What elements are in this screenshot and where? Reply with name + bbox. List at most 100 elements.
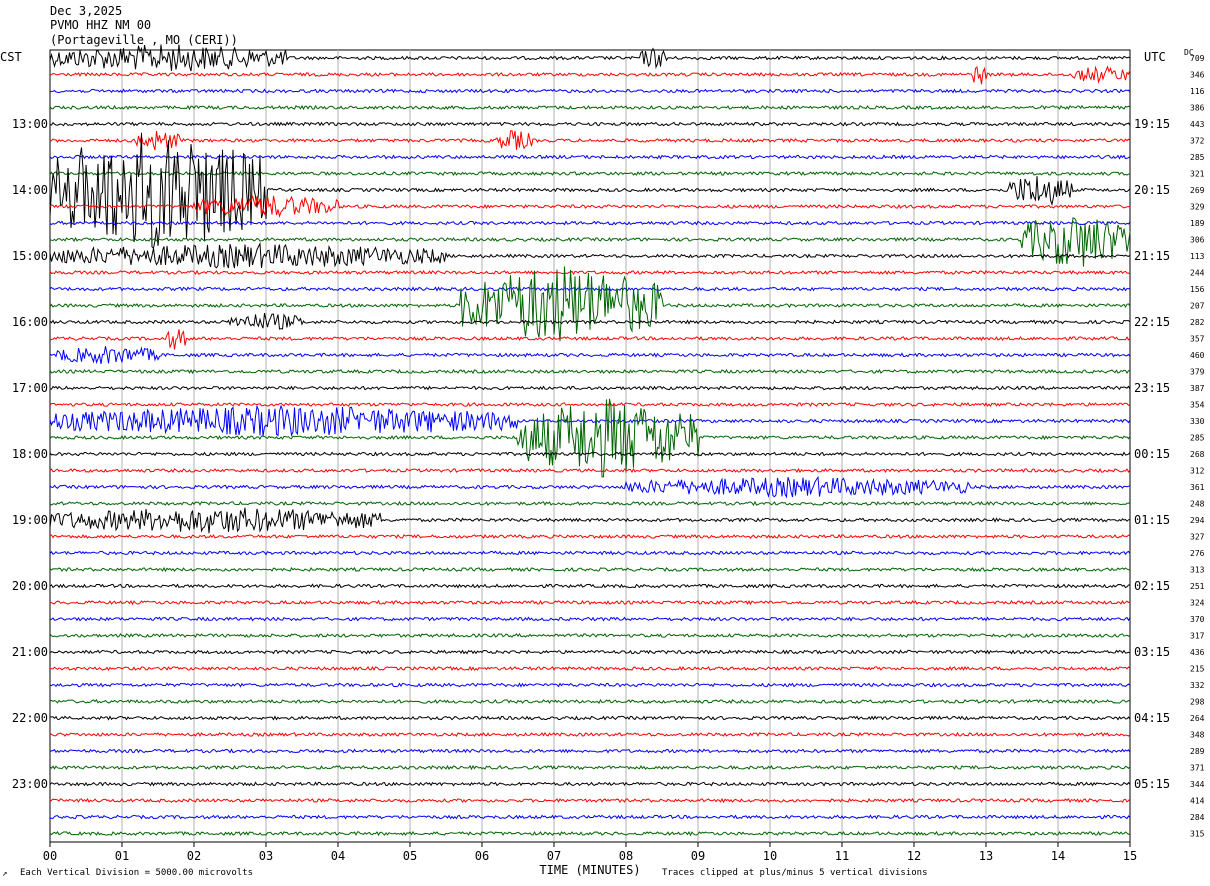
right-hour-label: 01:15 bbox=[1134, 513, 1170, 527]
dc-offset-label: 248 bbox=[1190, 500, 1205, 509]
left-hour-label: 17:00 bbox=[12, 381, 48, 395]
left-hour-label: 23:00 bbox=[12, 777, 48, 791]
dc-offset-label: 371 bbox=[1190, 764, 1205, 773]
left-hour-label: 16:00 bbox=[12, 315, 48, 329]
trace-line bbox=[49, 88, 1131, 94]
right-timezone-label: UTC bbox=[1144, 50, 1166, 64]
dc-offset-label: 348 bbox=[1190, 731, 1205, 740]
dc-offset-label: 436 bbox=[1190, 648, 1205, 657]
right-hour-label: 05:15 bbox=[1134, 777, 1170, 791]
trace-line bbox=[49, 329, 1131, 350]
dc-offset-label: 330 bbox=[1190, 417, 1205, 426]
header-location: (Portageville , MO (CERI)) bbox=[50, 33, 238, 47]
trace-line bbox=[49, 781, 1131, 787]
dc-offset-label: 282 bbox=[1190, 318, 1205, 327]
trace-line bbox=[49, 65, 1131, 85]
dc-offset-label: 285 bbox=[1190, 434, 1205, 443]
left-hour-label: 14:00 bbox=[12, 183, 48, 197]
x-tick-label: 14 bbox=[1051, 849, 1065, 863]
trace-line bbox=[49, 467, 1131, 474]
left-hour-label: 13:00 bbox=[12, 117, 48, 131]
dc-offset-label: 298 bbox=[1190, 698, 1205, 707]
trace-line bbox=[49, 451, 1131, 457]
x-tick-label: 10 bbox=[763, 849, 777, 863]
dc-offset-label: 269 bbox=[1190, 186, 1205, 195]
trace-line bbox=[49, 220, 1131, 226]
trace-line bbox=[49, 616, 1131, 622]
trace-line bbox=[49, 401, 1131, 408]
dc-offset-label: 284 bbox=[1190, 813, 1205, 822]
trace-line bbox=[49, 269, 1131, 276]
dc-offset-label: 313 bbox=[1190, 566, 1205, 575]
x-tick-label: 05 bbox=[403, 849, 417, 863]
dc-offset-label: 156 bbox=[1190, 285, 1205, 294]
dc-offset-label: 414 bbox=[1190, 797, 1205, 806]
dc-offset-label: 116 bbox=[1190, 87, 1205, 96]
trace-line bbox=[49, 286, 1131, 292]
scale-note-icon: ↗ bbox=[2, 869, 8, 879]
x-tick-label: 12 bbox=[907, 849, 921, 863]
right-hour-label: 02:15 bbox=[1134, 579, 1170, 593]
dc-offset-label: 189 bbox=[1190, 219, 1205, 228]
trace-line bbox=[49, 533, 1131, 539]
dc-offset-label: 370 bbox=[1190, 615, 1205, 624]
trace-line bbox=[49, 830, 1131, 837]
trace-line bbox=[49, 170, 1131, 177]
trace-line bbox=[49, 266, 1131, 342]
trace-line bbox=[49, 507, 1131, 534]
trace-line bbox=[49, 475, 1131, 499]
header-date: Dec 3,2025 bbox=[50, 4, 123, 18]
dc-offset-label: 294 bbox=[1190, 516, 1205, 525]
trace-line bbox=[49, 312, 1131, 330]
trace-line bbox=[49, 132, 1131, 250]
clip-note: Traces clipped at plus/minus 5 vertical … bbox=[662, 868, 928, 878]
scale-note: Each Vertical Division = 5000.00 microvo… bbox=[20, 868, 253, 878]
dc-offset-label: 387 bbox=[1190, 384, 1205, 393]
dc-offset-label: 379 bbox=[1190, 368, 1205, 377]
x-tick-label: 08 bbox=[619, 849, 633, 863]
x-tick-label: 00 bbox=[43, 849, 57, 863]
x-tick-label: 01 bbox=[115, 849, 129, 863]
dc-offset-label: 327 bbox=[1190, 533, 1205, 542]
right-hour-label: 00:15 bbox=[1134, 447, 1170, 461]
trace-line bbox=[49, 195, 1131, 219]
dc-offset-label: 285 bbox=[1190, 153, 1205, 162]
dc-offset-label: 321 bbox=[1190, 170, 1205, 179]
dc-offset-label: 113 bbox=[1190, 252, 1205, 261]
trace-line bbox=[49, 649, 1131, 655]
trace-line bbox=[49, 130, 1131, 151]
left-hour-label: 15:00 bbox=[12, 249, 48, 263]
x-tick-label: 03 bbox=[259, 849, 273, 863]
trace-line bbox=[49, 385, 1131, 391]
trace-line bbox=[49, 217, 1131, 267]
trace-line bbox=[49, 797, 1131, 804]
x-tick-label: 02 bbox=[187, 849, 201, 863]
x-tick-label: 07 bbox=[547, 849, 561, 863]
dc-offset-label: 354 bbox=[1190, 401, 1205, 410]
right-hour-label: 20:15 bbox=[1134, 183, 1170, 197]
trace-line bbox=[49, 764, 1131, 771]
left-hour-label: 21:00 bbox=[12, 645, 48, 659]
trace-line bbox=[49, 748, 1131, 754]
dc-offset-label: 372 bbox=[1190, 137, 1205, 146]
dc-offset-label: 329 bbox=[1190, 203, 1205, 212]
x-tick-label: 11 bbox=[835, 849, 849, 863]
trace-line bbox=[49, 104, 1131, 111]
trace-line bbox=[49, 715, 1131, 721]
trace-line bbox=[49, 632, 1131, 638]
trace-line bbox=[49, 121, 1131, 127]
x-tick-label: 09 bbox=[691, 849, 705, 863]
trace-line bbox=[49, 566, 1131, 573]
trace-line bbox=[49, 583, 1130, 589]
dc-offset-label: 709 bbox=[1190, 54, 1205, 63]
x-axis-label: TIME (MINUTES) bbox=[539, 863, 640, 877]
left-hour-label: 22:00 bbox=[12, 711, 48, 725]
dc-offset-label: 361 bbox=[1190, 483, 1205, 492]
dc-offset-label: 386 bbox=[1190, 104, 1205, 113]
right-hour-label: 03:15 bbox=[1134, 645, 1170, 659]
trace-line bbox=[49, 346, 1131, 365]
left-hour-label: 19:00 bbox=[12, 513, 48, 527]
dc-offset-label: 324 bbox=[1190, 599, 1205, 608]
trace-line bbox=[49, 814, 1131, 820]
trace-line bbox=[49, 368, 1131, 375]
